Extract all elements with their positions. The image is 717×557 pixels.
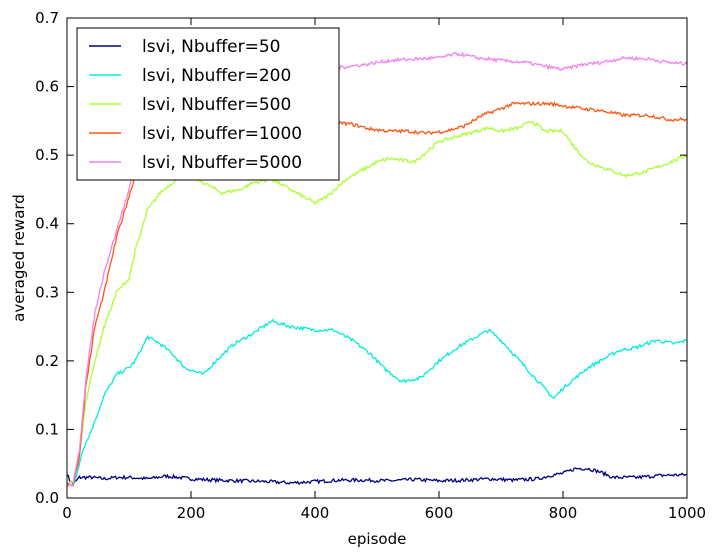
y-tick-label: 0.4	[35, 215, 59, 233]
y-tick-label: 0.1	[35, 420, 59, 438]
y-axis-label: averaged reward	[10, 194, 28, 322]
x-tick-label: 400	[301, 504, 330, 522]
plot-frame	[66, 17, 688, 499]
y-tick-label: 0.3	[35, 283, 59, 301]
legend-items: lsvi, Nbuffer=50 lsvi, Nbuffer=200 lsvi, N…	[89, 37, 302, 173]
x-tick-label: 0	[62, 504, 72, 522]
y-tick-label: 0.2	[35, 352, 59, 370]
legend-label-1: lsvi, Nbuffer=50	[142, 37, 281, 57]
series-line-1	[67, 467, 687, 487]
y-tick-label: 0.0	[35, 489, 59, 507]
legend: lsvi, Nbuffer=50 lsvi, Nbuffer=200 lsvi, N…	[76, 27, 340, 181]
y-tick-label: 0.7	[35, 9, 59, 27]
legend-label-5: lsvi, Nbuffer=5000	[142, 153, 302, 173]
x-tick-label: 800	[549, 504, 578, 522]
x-tick-label: 600	[425, 504, 454, 522]
y-tick-label: 0.6	[35, 78, 59, 96]
y-tick-label: 0.5	[35, 146, 59, 164]
x-axis-label: episode	[348, 530, 407, 548]
legend-label-4: lsvi, Nbuffer=1000	[142, 124, 302, 144]
ticks-layer: 0 200 400 600 800 1000 0.0 0.1 0.2 0.3 0.4 0.5 0.6 0.…	[35, 9, 706, 522]
legend-label-3: lsvi, Nbuffer=500	[142, 95, 291, 115]
series-line-2	[67, 318, 687, 487]
x-tick-label: 1000	[668, 504, 706, 522]
legend-label-2: lsvi, Nbuffer=200	[142, 66, 291, 86]
x-tick-label: 200	[177, 504, 206, 522]
series-line-3	[67, 120, 687, 486]
